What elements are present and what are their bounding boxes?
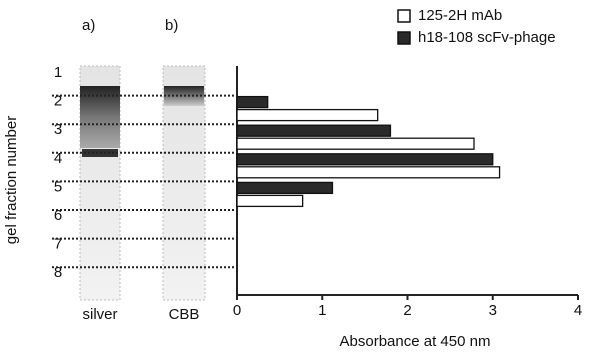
x-tick-label: 0 <box>233 302 241 319</box>
legend-swatch <box>398 32 410 44</box>
x-tick-label: 3 <box>489 302 497 319</box>
chart: gel fraction number Absorbance at 450 nm… <box>0 0 604 353</box>
legend-swatch <box>398 10 410 22</box>
x-tick-label: 2 <box>403 302 411 319</box>
bar <box>237 97 268 108</box>
y-axis-label: gel fraction number <box>3 116 20 244</box>
lane-label: b) <box>165 17 178 34</box>
bar <box>237 167 500 178</box>
x-axis-label: Absorbance at 450 nm <box>340 333 491 350</box>
lane-name: CBB <box>169 306 200 323</box>
bar <box>237 195 303 206</box>
bar <box>237 154 493 165</box>
bar <box>237 182 332 193</box>
gel-images <box>80 66 205 300</box>
bar <box>237 125 390 136</box>
legend-label: 125-2H mAb <box>418 7 502 24</box>
lane-label: a) <box>82 17 95 34</box>
bar <box>237 110 378 121</box>
legend-label: h18-108 scFv-phage <box>418 29 556 46</box>
y-tick-label: 1 <box>54 64 62 81</box>
x-tick-label: 1 <box>318 302 326 319</box>
bar <box>237 138 474 149</box>
lane-name: silver <box>82 306 117 323</box>
x-tick-label: 4 <box>574 302 582 319</box>
